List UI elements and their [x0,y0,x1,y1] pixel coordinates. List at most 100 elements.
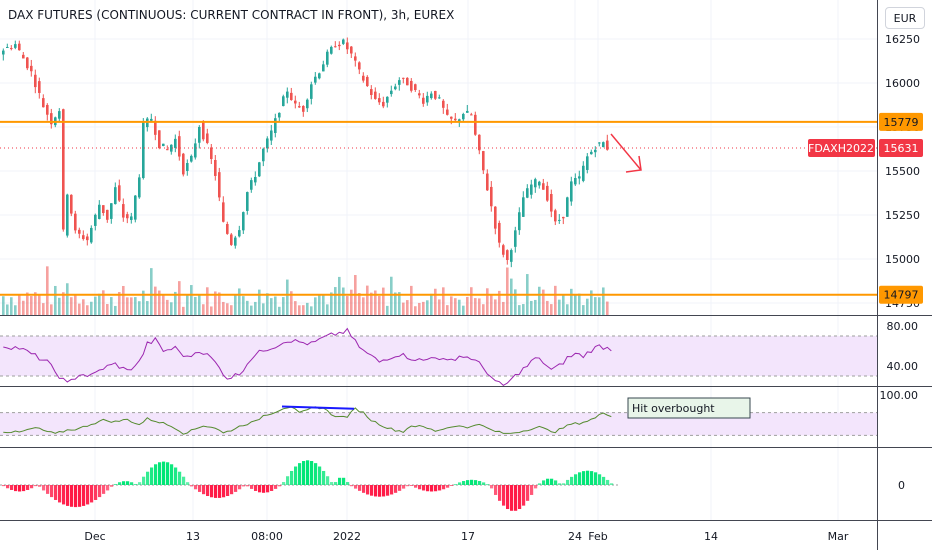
candle-body [250,180,253,190]
volume-bar [450,296,453,315]
candle-body [382,101,385,107]
candle-body [174,138,177,148]
candle-body [454,118,457,121]
candle-body [262,148,265,162]
volume-bar [110,297,113,315]
volume-bar [234,295,237,315]
hist-bar [2,485,6,487]
volume-bar [42,303,45,315]
candle-body [2,50,5,55]
candle-body [86,236,89,241]
hist-bar [390,485,394,495]
candle-body [282,96,285,107]
volume-bar [510,278,513,315]
hist-bar [394,485,398,493]
volume-bar [502,301,505,315]
volume-bar [386,305,389,315]
hist-bar [374,485,378,497]
rsi-line [3,327,612,387]
hist-bar [274,485,278,489]
hist-bar [430,485,434,492]
hist-bar [410,485,414,486]
candle-body [326,51,329,65]
hist-bar [510,485,514,511]
volume-bar [86,305,89,315]
candle-body [18,43,21,51]
candle-body [470,114,473,116]
volume-bar [374,290,377,315]
level-label: 15779 [884,116,919,129]
hist-bar [82,485,86,506]
volume-bar [218,292,221,315]
volume-bar [162,294,165,315]
candle-body [242,212,245,231]
candle-body [362,75,365,81]
candle-body [434,90,437,99]
volume-bar [258,289,261,315]
candle-body [506,250,509,261]
candle-body [138,177,141,198]
candle-body [94,214,97,226]
volume-bar [254,301,257,315]
hist-bar [42,485,46,491]
volume-bar [434,288,437,315]
hist-bar [14,485,18,492]
volume-bar [238,288,241,315]
candle-body [390,90,393,95]
rsi-band [0,336,877,376]
candle-body [206,133,209,143]
candle-body [42,98,45,108]
annotation-text: Hit overbought [632,402,715,415]
hist-bar [402,485,406,489]
volume-bar [178,281,181,315]
hist-bar [314,463,318,485]
hist-bar [378,485,382,497]
candle-body [230,234,233,245]
price-tick-label: 15000 [885,253,920,266]
volume-bar [294,301,297,315]
volume-bar [154,286,157,315]
time-tick-label: 2022 [333,530,361,543]
hist-bar [414,485,418,488]
divergence-line [281,405,355,410]
volume-bar [78,303,81,315]
candle-body [486,173,489,191]
hist-bar [530,485,534,495]
candle-body [82,235,85,240]
volume-bar [438,299,441,315]
candle-body [430,93,433,99]
candle-body [34,74,37,88]
candle-body [366,76,369,87]
hist-bar [138,482,142,485]
currency-button[interactable]: EUR [885,7,925,29]
candle-body [110,203,113,219]
hist-bar [270,485,274,491]
volume-bar [602,287,605,315]
volume-bar [366,285,369,315]
hist-bar [250,485,254,489]
volume-bar [146,301,149,315]
candle-body [414,84,417,90]
hist-bar [78,485,82,507]
volume-bar [342,287,345,315]
hist-bar [282,482,286,485]
hist-bar [278,485,282,487]
volume-bar [378,295,381,315]
volume-bar [206,287,209,315]
volume-bar [462,305,465,315]
candle-body [66,194,69,236]
candle-body [214,160,217,176]
hist-bar [386,485,390,496]
hist-bar [190,485,194,487]
volume-bar [202,304,205,315]
candle-body [266,138,269,149]
hist-bar [474,480,478,485]
candle-body [482,151,485,171]
hist-bar [594,472,598,485]
volume-bar [14,305,17,315]
hist-bar [466,480,470,485]
candle-body [150,118,153,121]
candle-body [546,185,549,201]
